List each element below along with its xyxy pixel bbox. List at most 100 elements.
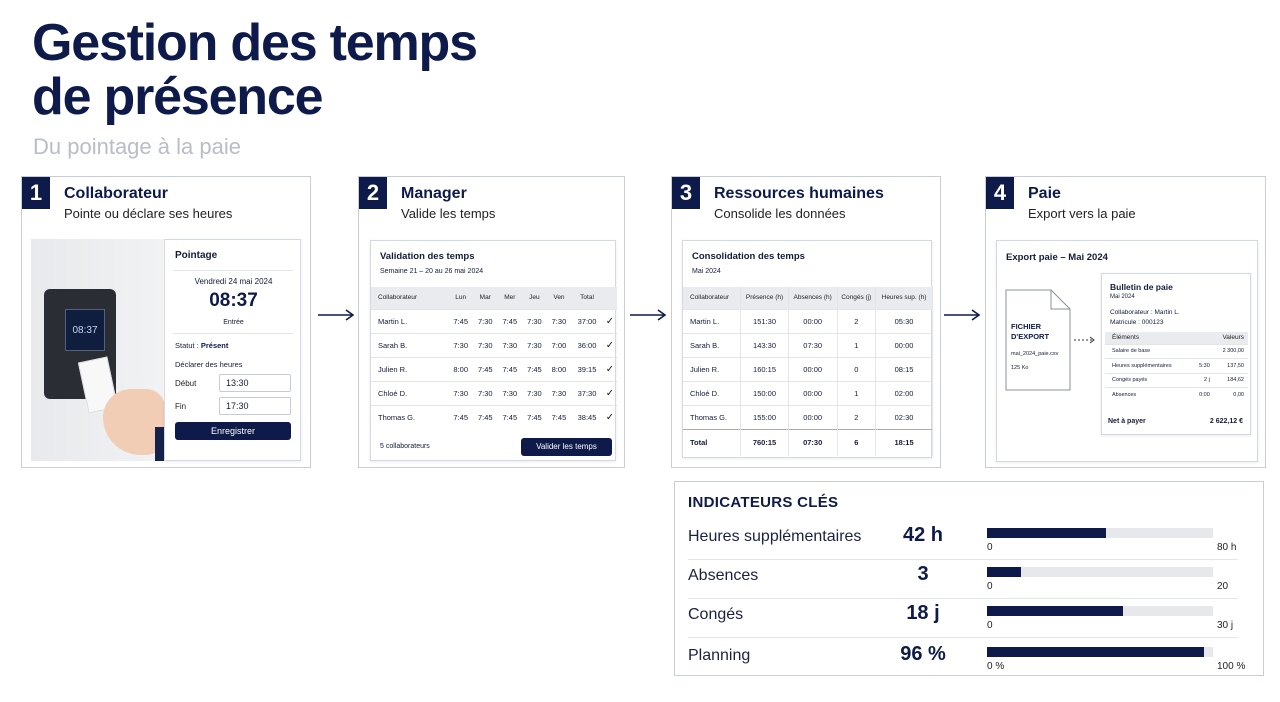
payslip-cell: 0:00	[1194, 387, 1214, 402]
table-cell: Thomas G.	[371, 404, 449, 429]
table-cell: 7:30	[448, 332, 473, 357]
table-cell: 37:30	[571, 380, 603, 405]
consolidation-period: Mai 2024	[692, 268, 721, 275]
end-label: Fin	[175, 402, 187, 411]
payslip-line: Salaire de base 2 300,00	[1105, 343, 1248, 359]
table-cell: 7:30	[472, 332, 498, 357]
pointage-time: 08:37	[209, 290, 258, 311]
validate-times-button[interactable]: Valider les temps	[521, 438, 612, 456]
table-cell: 8:00	[546, 356, 572, 381]
table-cell: 8:00	[448, 356, 473, 381]
kpi-value: 3	[917, 563, 929, 585]
check-icon: ✓	[602, 308, 617, 333]
table-row: Sarah B. 143:30 07:30 1 00:00	[683, 332, 933, 357]
sleeve	[155, 427, 165, 461]
payslip-cell: Congés payés	[1105, 372, 1195, 388]
payslip-line: Heures supplémentaires 5:30 137,50	[1105, 358, 1248, 373]
table-cell: 143:30	[740, 332, 789, 357]
arrow-right-icon	[630, 309, 667, 321]
step-rh: 3 Ressources humaines Consolide les donn…	[671, 176, 941, 468]
table-cell: 7:30	[448, 380, 473, 405]
table-cell: 1	[837, 380, 877, 405]
payslip: Bulletin de paie Mai 2024 Collaborateur …	[1101, 273, 1251, 435]
file-icon	[1005, 289, 1071, 391]
payslip-cell: Salaire de base	[1105, 343, 1195, 359]
kpi-min: 0 %	[987, 661, 1005, 672]
badge-reader-device: 08:37	[44, 289, 116, 399]
table-cell: 7:30	[497, 332, 523, 357]
step-title: Ressources humaines	[714, 185, 884, 202]
step-title: Paie	[1028, 185, 1061, 202]
table-cell: 7:45	[472, 356, 498, 381]
kpi-max: 100 %	[1217, 661, 1246, 672]
table-cell: 7:30	[546, 308, 572, 333]
payslip-line: Congés payés 2 j 184,62	[1105, 372, 1248, 388]
payslip-cell: Heures supplémentaires	[1105, 358, 1195, 373]
total-cell: 07:30	[788, 428, 838, 456]
export-file-name: mai_2024_paie.csv	[1011, 351, 1059, 357]
kpi-label: Planning	[688, 647, 751, 664]
column-header: Mer	[497, 287, 523, 309]
kpi-row: Congés 18 j 0 30 j	[688, 598, 1238, 638]
pointage-title: Pointage	[175, 250, 218, 261]
payslip-cell: 137,50	[1213, 358, 1248, 373]
total-cell: 760:15	[740, 428, 789, 456]
table-cell: 7:30	[472, 308, 498, 333]
table-cell: Julien R.	[683, 356, 742, 381]
table-row: Thomas G. 155:00 00:00 2 02:30	[683, 404, 933, 429]
column-header: Collaborateur	[683, 287, 742, 309]
table-cell: 00:00	[788, 356, 838, 381]
export-panel: Export paie – Mai 2024 FICHIER D'EXPORT …	[996, 240, 1258, 462]
start-label: Début	[175, 379, 197, 388]
check-icon: ✓	[602, 332, 617, 357]
page-subtitle: Du pointage à la paie	[33, 134, 241, 159]
status-badge: Présent	[200, 341, 229, 350]
validation-period: Semaine 21 – 20 au 26 mai 2024	[380, 268, 484, 275]
validation-table: Collaborateur Lun Mar Mer Jeu Ven Total Martin …	[371, 287, 617, 429]
column-header: Mar	[472, 287, 498, 309]
table-cell: 37:00	[571, 308, 603, 333]
table-header-row: Collaborateur Lun Mar Mer Jeu Ven Total	[371, 287, 617, 309]
check-icon: ✓	[602, 380, 617, 405]
table-cell: 1	[837, 332, 877, 357]
net-value: 2 622,12 €	[1209, 418, 1243, 425]
save-button[interactable]: Enregistrer	[175, 422, 291, 440]
table-cell: Thomas G.	[683, 404, 742, 429]
kpi-bar-fill	[987, 528, 1106, 538]
start-time-field[interactable]: 13:30	[219, 374, 291, 392]
table-cell: 7:45	[497, 404, 523, 429]
kpi-panel: INDICATEURS CLÉS Heures supplémentaires 4…	[674, 481, 1264, 676]
kpi-min: 0	[987, 581, 993, 592]
check-icon: ✓	[602, 404, 617, 429]
table-cell: Martin L.	[371, 308, 449, 333]
table-cell: 00:00	[788, 404, 838, 429]
kpi-value: 42 h	[902, 524, 944, 546]
table-cell: 7:45	[522, 404, 547, 429]
column-header: Éléments	[1105, 332, 1214, 344]
table-cell: 02:30	[875, 404, 933, 429]
total-row: Total 760:15 07:30 6 18:15	[683, 428, 933, 456]
table-cell: 08:15	[875, 356, 933, 381]
column-header: Congés (j)	[837, 287, 877, 309]
kpi-bar-track	[987, 647, 1213, 657]
table-row: Julien R. 8:00 7:45 7:45 7:45 8:00 39:15 ✓	[371, 356, 617, 381]
page-title: Gestion des temps de présence	[32, 16, 478, 126]
table-cell: Chloé D.	[683, 380, 742, 405]
table-header-row: Éléments Valeurs	[1105, 332, 1248, 344]
table-cell: 7:45	[472, 404, 498, 429]
pointage-date: Vendredi 24 mai 2024	[194, 277, 273, 286]
table-cell: 00:00	[875, 332, 933, 357]
step-title: Manager	[401, 185, 467, 202]
step-collaborateur: 1 Collaborateur Pointe ou déclare ses he…	[21, 176, 311, 468]
kpi-bar-track	[987, 528, 1213, 538]
title-line-2: de présence	[32, 68, 323, 126]
column-header: Heures sup. (h)	[875, 287, 933, 309]
payslip-cell: 5:30	[1194, 358, 1214, 373]
table-cell: 7:30	[472, 380, 498, 405]
arrow-right-icon	[318, 309, 355, 321]
table-cell: 00:00	[788, 380, 838, 405]
kpi-max: 80 h	[1217, 542, 1237, 553]
badge-reader-photo: 08:37	[31, 239, 165, 461]
end-time-field[interactable]: 17:30	[219, 397, 291, 415]
table-cell: 7:30	[522, 380, 547, 405]
